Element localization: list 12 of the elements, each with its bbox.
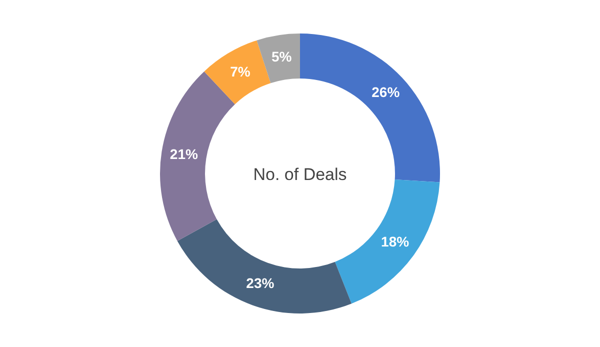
data-label: 18% (381, 234, 410, 250)
data-label: 26% (372, 84, 400, 100)
data-label: 23% (246, 275, 275, 292)
donut-slice (177, 219, 352, 314)
data-label: 7% (230, 63, 251, 80)
donut-slice (256, 34, 300, 84)
donut-slice (204, 40, 271, 104)
data-label: 21% (170, 146, 199, 162)
donut-slice (334, 179, 440, 304)
text: No. of Deals (253, 165, 347, 184)
data-label: 5% (272, 48, 292, 64)
donut-slice (300, 34, 440, 182)
